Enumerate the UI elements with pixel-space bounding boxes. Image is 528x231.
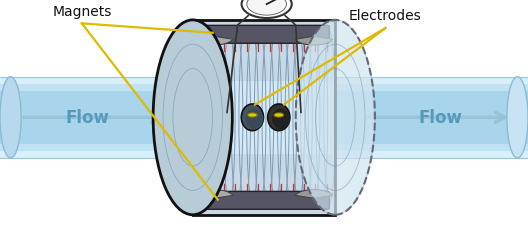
Ellipse shape	[268, 104, 290, 131]
Wedge shape	[295, 37, 333, 46]
Wedge shape	[195, 37, 233, 46]
Bar	[195, 82, 333, 154]
Bar	[336, 77, 528, 158]
Wedge shape	[195, 190, 233, 198]
Ellipse shape	[241, 104, 263, 131]
Bar	[336, 91, 528, 144]
Ellipse shape	[246, 109, 263, 130]
Bar	[336, 84, 528, 151]
Bar	[193, 21, 335, 215]
Bar	[193, 21, 335, 215]
Circle shape	[248, 113, 257, 118]
Ellipse shape	[507, 77, 528, 158]
Bar	[0, 77, 192, 158]
Ellipse shape	[241, 0, 291, 19]
Ellipse shape	[247, 0, 286, 16]
Wedge shape	[295, 190, 333, 198]
Ellipse shape	[296, 21, 375, 215]
Ellipse shape	[153, 21, 232, 215]
Text: Electrodes: Electrodes	[349, 9, 422, 23]
Bar	[0, 91, 192, 144]
Text: Magnets: Magnets	[52, 5, 111, 18]
FancyBboxPatch shape	[199, 26, 329, 44]
Circle shape	[274, 113, 284, 118]
Bar	[0, 84, 192, 151]
FancyBboxPatch shape	[199, 191, 329, 209]
Text: Flow: Flow	[65, 109, 109, 127]
Text: Flow: Flow	[419, 109, 463, 127]
Ellipse shape	[0, 77, 21, 158]
Ellipse shape	[272, 109, 290, 130]
